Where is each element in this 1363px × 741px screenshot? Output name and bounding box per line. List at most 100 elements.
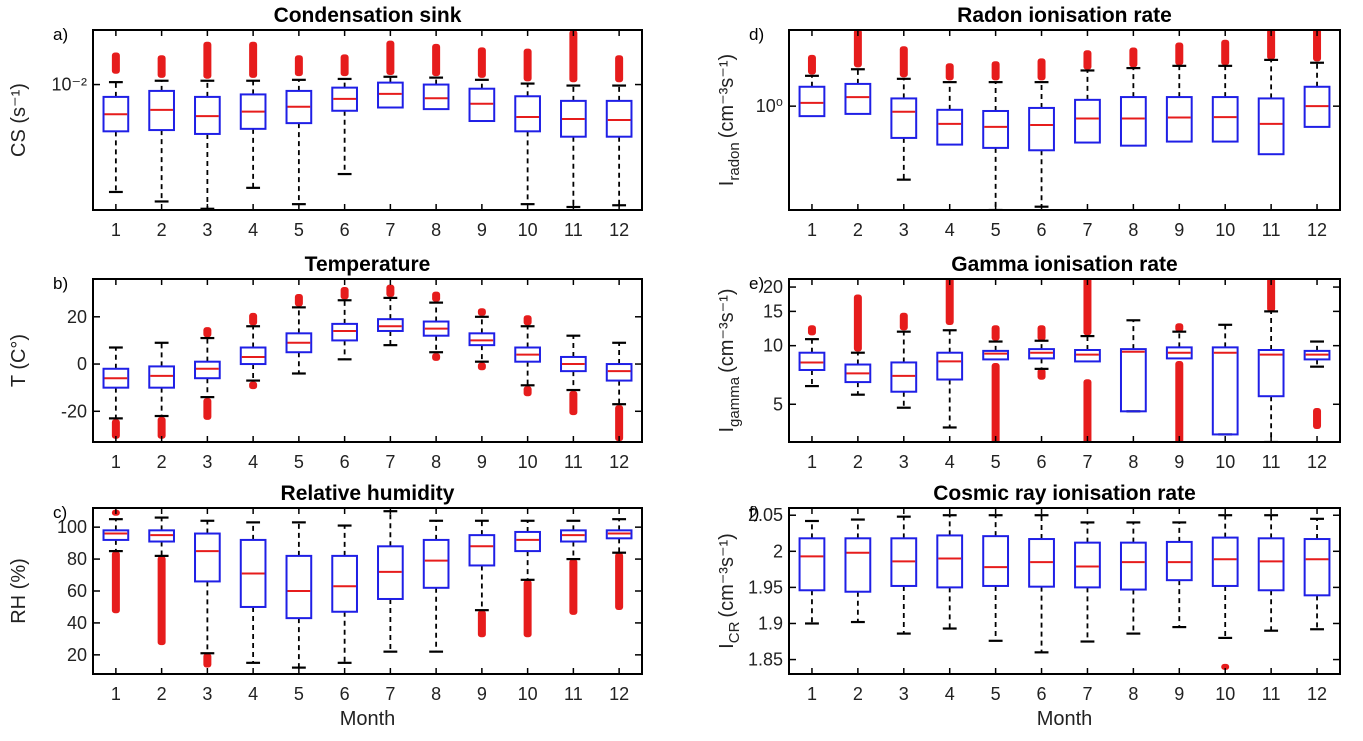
box-iqr: [560, 99, 587, 138]
outliers-high: [899, 46, 908, 78]
x-tick-label: 10: [518, 684, 538, 704]
box-month-12: [605, 518, 633, 611]
outliers-low: [432, 353, 441, 361]
box-month-6: [1028, 325, 1055, 380]
box-iqr: [194, 95, 221, 135]
box-month-6: [331, 524, 358, 664]
box-iqr: [422, 538, 450, 589]
box-month-1: [102, 346, 130, 439]
outliers-high: [111, 52, 120, 74]
outliers-high: [853, 30, 862, 68]
y-tick-label: 10⁻²: [51, 75, 87, 95]
box-month-12: [1303, 517, 1331, 631]
x-tick-label: 11: [1262, 452, 1281, 472]
x-tick-label: 2: [853, 220, 863, 240]
x-tick-label: 4: [945, 684, 955, 704]
x-tick-label: 1: [111, 684, 121, 704]
x-tick-label: 1: [111, 220, 121, 240]
y-tick-label: 1.95: [748, 577, 783, 597]
box-iqr: [239, 346, 267, 366]
x-tick-label: 4: [248, 452, 258, 472]
outliers-low: [111, 419, 120, 439]
plot-area: [798, 279, 1331, 442]
box-iqr: [1119, 96, 1147, 147]
box-month-9: [1165, 323, 1193, 442]
box-month-4: [936, 514, 964, 630]
box-iqr: [1165, 346, 1193, 360]
panel-label: c): [53, 503, 67, 522]
outliers-high: [807, 54, 816, 75]
box-iqr: [239, 538, 267, 608]
box-iqr: [148, 529, 175, 543]
box-month-2: [844, 30, 872, 115]
outliers-low: [1313, 407, 1322, 429]
box-month-11: [1257, 279, 1285, 442]
x-tick-label: 4: [945, 220, 955, 240]
axes-frame: [92, 29, 643, 211]
panel-title: Condensation sink: [274, 4, 462, 27]
outliers-high: [386, 284, 395, 298]
x-tick-label: 6: [1037, 220, 1047, 240]
box-month-5: [982, 61, 1010, 210]
outliers-high: [1313, 30, 1322, 62]
x-tick-label: 10: [518, 220, 538, 240]
box-iqr: [1119, 348, 1147, 413]
box-iqr: [844, 537, 872, 593]
x-tick-label: 2: [157, 452, 167, 472]
x-tick-label: 5: [294, 684, 304, 704]
box-month-2: [844, 518, 872, 624]
x-tick-label: 6: [340, 452, 350, 472]
x-tick-label: 2: [853, 684, 863, 704]
outliers-high: [807, 325, 816, 336]
x-tick-label: 12: [609, 220, 629, 240]
box-month-4: [936, 279, 964, 429]
box-month-3: [194, 519, 221, 668]
box-iqr: [285, 332, 313, 354]
box-iqr: [936, 534, 964, 589]
x-tick-label: 5: [294, 452, 304, 472]
box-iqr: [1303, 349, 1331, 361]
panel-title: Temperature: [305, 253, 431, 276]
box-month-2: [844, 294, 872, 396]
box-month-11: [560, 30, 587, 209]
box-month-6: [331, 54, 358, 176]
outliers-high: [432, 43, 441, 77]
box-month-3: [890, 515, 918, 635]
box-month-11: [1257, 30, 1285, 156]
box-month-10: [1211, 39, 1239, 143]
x-tick-label: 2: [157, 684, 167, 704]
box-iqr: [560, 529, 587, 543]
x-tick-label: 2: [853, 452, 863, 472]
x-tick-label: 10: [1215, 220, 1235, 240]
box-month-3: [890, 312, 918, 409]
outliers-high: [432, 291, 441, 302]
box-month-4: [239, 312, 267, 390]
box-month-11: [1257, 514, 1285, 632]
outliers-low: [569, 559, 578, 615]
box-month-9: [468, 519, 496, 638]
box-month-11: [560, 519, 587, 615]
y-tick-label: 2: [773, 541, 783, 561]
box-iqr: [1165, 540, 1193, 582]
box-month-7: [1074, 279, 1101, 442]
x-tick-label: 11: [564, 452, 583, 472]
box-iqr: [1074, 98, 1101, 144]
x-tick-label: 8: [1128, 452, 1138, 472]
x-tick-label: 12: [609, 452, 629, 472]
outliers-high: [1175, 42, 1184, 66]
axes-frame: [788, 507, 1341, 675]
x-tick-label: 9: [477, 684, 487, 704]
outliers-low: [1221, 663, 1230, 670]
y-tick-label: 1.85: [748, 650, 783, 670]
outliers-high: [1083, 50, 1092, 70]
box-iqr: [422, 83, 450, 111]
outliers-high: [386, 40, 395, 75]
x-tick-label: 4: [248, 220, 258, 240]
box-month-8: [422, 43, 450, 111]
outliers-high: [157, 55, 166, 78]
y-tick-label: -20: [61, 401, 87, 421]
outliers-low: [569, 390, 578, 416]
